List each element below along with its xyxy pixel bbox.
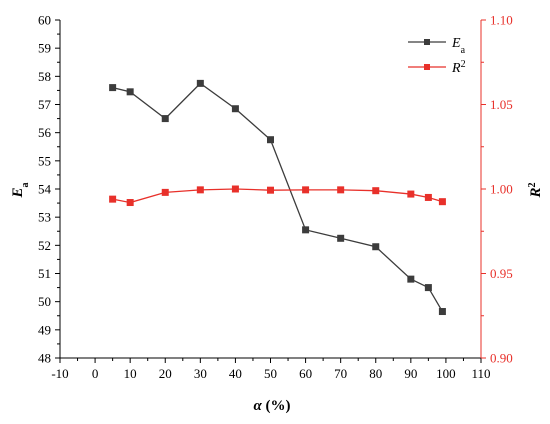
x-tick-label: 30 bbox=[194, 366, 207, 381]
y-right-tick-label: 1.10 bbox=[490, 13, 513, 28]
x-tick-label: 100 bbox=[436, 366, 456, 381]
series-layer bbox=[109, 79, 446, 316]
y-right-axis-title: R2 bbox=[527, 182, 545, 198]
y-left-tick-label: 54 bbox=[38, 182, 52, 197]
y-left-tick-label: 55 bbox=[38, 153, 51, 168]
ticks: -10 0 10 20 30 40 50 60 70 80 90 100 110 48 49 50 51 52 53… bbox=[38, 13, 513, 382]
y-left-tick-label: 59 bbox=[38, 41, 51, 56]
series-ea bbox=[109, 79, 446, 316]
data-point bbox=[302, 186, 310, 194]
legend-ea-label: Ea bbox=[451, 36, 466, 56]
data-point bbox=[161, 115, 169, 123]
x-tick-label: 0 bbox=[92, 366, 99, 381]
series-r2 bbox=[109, 185, 446, 207]
data-point bbox=[372, 187, 380, 195]
x-tick-label: 40 bbox=[229, 366, 242, 381]
y-left-tick-label: 57 bbox=[38, 97, 52, 112]
data-point bbox=[302, 226, 310, 234]
data-point bbox=[337, 234, 345, 242]
x-tick-label: 80 bbox=[369, 366, 382, 381]
legend-r2-marker bbox=[424, 64, 430, 70]
y-left-tick-label: 58 bbox=[38, 69, 51, 84]
legend-ea-marker bbox=[424, 39, 430, 45]
data-point bbox=[196, 186, 204, 194]
data-point bbox=[372, 243, 380, 251]
data-point bbox=[424, 193, 432, 201]
data-point bbox=[231, 105, 239, 113]
data-point bbox=[231, 185, 239, 193]
y-left-tick-label: 56 bbox=[38, 125, 52, 140]
data-point bbox=[407, 190, 415, 198]
y-left-tick-label: 52 bbox=[38, 238, 51, 253]
x-axis-title: α (%) bbox=[253, 398, 290, 414]
data-point bbox=[438, 198, 446, 206]
data-point bbox=[196, 79, 204, 87]
y-left-tick-label: 51 bbox=[38, 266, 51, 281]
data-point bbox=[424, 284, 432, 292]
legend: Ea R2 bbox=[408, 36, 466, 76]
y-right-tick-label: 0.95 bbox=[490, 266, 513, 281]
y-right-tick-label: 1.00 bbox=[490, 182, 513, 197]
x-tick-label: 10 bbox=[124, 366, 137, 381]
x-tick-label: 70 bbox=[334, 366, 347, 381]
data-point bbox=[109, 84, 117, 92]
data-point bbox=[267, 136, 274, 144]
data-point bbox=[126, 88, 134, 96]
x-tick-label: 110 bbox=[471, 366, 490, 381]
x-tick-label: 90 bbox=[404, 366, 417, 381]
y-left-tick-label: 53 bbox=[38, 210, 51, 225]
data-point bbox=[161, 188, 169, 196]
data-point bbox=[126, 199, 134, 207]
x-tick-label: 50 bbox=[264, 366, 277, 381]
data-point bbox=[337, 186, 345, 194]
y-left-axis-title: Ea bbox=[10, 182, 31, 198]
data-point bbox=[438, 308, 446, 316]
x-tick-label: -10 bbox=[51, 366, 68, 381]
y-left-tick-label: 49 bbox=[38, 322, 51, 337]
y-left-tick-label: 48 bbox=[38, 351, 51, 366]
x-tick-label: 20 bbox=[159, 366, 172, 381]
data-point bbox=[407, 275, 415, 283]
x-tick-label: 60 bbox=[299, 366, 312, 381]
y-left-tick-label: 60 bbox=[38, 13, 51, 28]
y-left-tick-label: 50 bbox=[38, 294, 51, 309]
y-right-tick-label: 1.05 bbox=[490, 97, 513, 112]
data-point bbox=[267, 186, 274, 194]
legend-r2-label: R2 bbox=[451, 59, 466, 77]
data-point bbox=[109, 195, 117, 203]
y-right-tick-label: 0.90 bbox=[490, 351, 513, 366]
